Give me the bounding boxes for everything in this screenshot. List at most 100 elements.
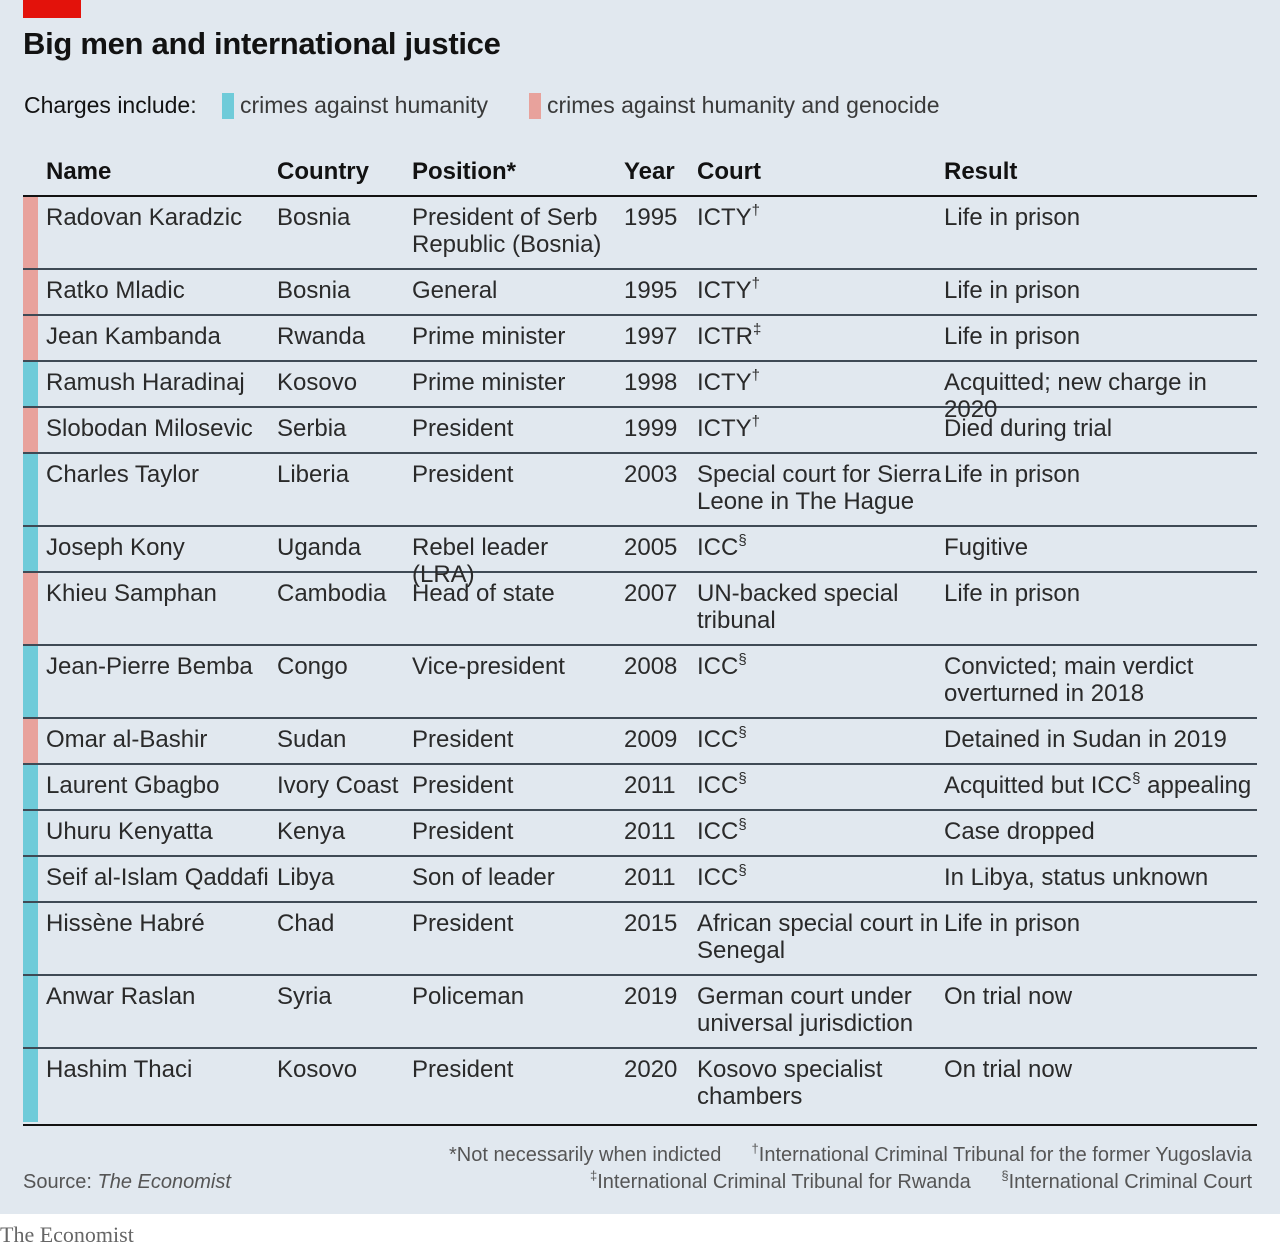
cell-court: ICTY† [697, 203, 942, 231]
cell-result: Acquitted but ICC§ appealing [944, 771, 1259, 799]
cell-name-text: Jean Kambanda [46, 323, 221, 350]
cell-result: Died during trial [944, 415, 1259, 442]
cell-court: ICTY† [697, 276, 942, 304]
column-header-country: Country [277, 158, 369, 185]
table-row: Seif al-Islam Qaddafi Libya Son of leader 2… [23, 857, 1257, 903]
cell-name: Ratko Mladic [46, 277, 276, 304]
cell-year: 2003 [624, 461, 694, 488]
court-footnote-mark: † [751, 367, 761, 384]
cell-country: Kosovo [277, 369, 407, 396]
cell-result: Life in prison [944, 580, 1259, 607]
table-row: Khieu Samphan Cambodia Head of state 2007 UN… [23, 573, 1257, 646]
cell-year: 1998 [624, 369, 694, 396]
cell-country-text: Uganda [277, 534, 362, 561]
column-header-court: Court [697, 158, 761, 185]
cell-position: President [412, 415, 617, 442]
cell-result-text: Acquitted but ICC [944, 772, 1133, 799]
cell-position: President [412, 910, 617, 937]
cell-court-text: ICTY [697, 369, 752, 396]
cell-name-text: Hissène Habré [46, 910, 205, 937]
cell-name-text: Anwar Raslan [46, 983, 196, 1010]
cell-country: Kenya [277, 818, 407, 845]
cell-year: 2011 [624, 818, 694, 845]
cell-court-text: Special court for Sierra Leone in The Ha… [697, 461, 942, 515]
cell-court: African special court in Senegal [697, 910, 942, 964]
chart-panel: Big men and international justice Charge… [0, 0, 1280, 1214]
cell-position-text: President [412, 461, 514, 488]
court-footnote-mark: † [751, 413, 761, 430]
cell-result: Case dropped [944, 818, 1259, 845]
cell-name: Jean-Pierre Bemba [46, 653, 276, 680]
cell-result: Detained in Sudan in 2019 [944, 726, 1259, 753]
cell-country: Bosnia [277, 277, 407, 304]
cell-court: German court under universal jurisdictio… [697, 983, 942, 1037]
cell-court: ICTY† [697, 413, 942, 442]
cell-year: 1999 [624, 415, 694, 442]
legend-item-humanity: crimes against humanity [240, 92, 488, 118]
footnote-position: *Not necessarily when indicted [449, 1144, 722, 1166]
cell-country-text: Ivory Coast [277, 772, 399, 799]
cell-court-text: German court under universal jurisdictio… [697, 983, 914, 1037]
cell-result-text: Acquitted; new charge in 2020 [944, 369, 1207, 423]
cell-court: ICC§ [697, 817, 942, 845]
cell-result-text: On trial now [944, 983, 1073, 1010]
cell-name: Joseph Kony [46, 534, 276, 561]
cell-name-text: Slobodan Milosevic [46, 415, 253, 442]
cell-country: Congo [277, 653, 407, 680]
cell-name-text: Joseph Kony [46, 534, 185, 561]
cell-country: Liberia [277, 461, 407, 488]
cell-result-text: Life in prison [944, 461, 1081, 488]
cell-name: Radovan Karadzic [46, 204, 276, 231]
cell-country: Ivory Coast [277, 772, 407, 799]
table-row: Jean-Pierre Bemba Congo Vice-president 2008… [23, 646, 1257, 719]
cell-position-text: President [412, 726, 514, 753]
cell-position: Vice-president [412, 653, 617, 680]
cell-court: Special court for Sierra Leone in The Ha… [697, 461, 942, 515]
table-row: Hashim Thaci Kosovo President 2020 Kosovo sp… [23, 1049, 1257, 1122]
cell-year-text: 2019 [624, 983, 678, 1010]
legend-swatch-genocide [529, 93, 541, 119]
cell-country: Bosnia [277, 204, 407, 231]
cell-year: 1995 [624, 204, 694, 231]
cell-position-text: Policeman [412, 983, 525, 1010]
cell-position: Prime minister [412, 323, 617, 350]
cell-result-tail: appealing [1140, 772, 1252, 799]
cell-court: UN-backed special tribunal [697, 580, 942, 634]
cell-position: President [412, 461, 617, 488]
cell-country: Rwanda [277, 323, 407, 350]
column-header-name: Name [46, 158, 112, 185]
cell-country-text: Cambodia [277, 580, 387, 607]
cell-result: Life in prison [944, 277, 1259, 304]
cell-court: ICC§ [697, 863, 942, 891]
cell-court-text: ICC [697, 772, 739, 799]
table-row: Ratko Mladic Bosnia General 1995 ICTY† Life i… [23, 270, 1257, 316]
cell-court-text: ICC [697, 818, 739, 845]
court-footnote-mark: ‡ [753, 321, 762, 338]
cell-year-text: 2020 [624, 1056, 678, 1083]
cell-name-text: Hashim Thaci [46, 1056, 193, 1083]
cell-position-text: Vice-president [412, 653, 565, 680]
cell-court: ICC§ [697, 652, 942, 680]
cell-year-text: 2008 [624, 653, 678, 680]
cell-country-text: Kosovo [277, 1056, 358, 1083]
cell-result: Fugitive [944, 534, 1259, 561]
cell-position-text: President [412, 910, 514, 937]
cell-country: Syria [277, 983, 407, 1010]
cell-name: Omar al-Bashir [46, 726, 276, 753]
cell-year: 2015 [624, 910, 694, 937]
cell-result-text: Fugitive [944, 534, 1029, 561]
cell-year: 2011 [624, 864, 694, 891]
cell-court-text: ICTY [697, 204, 752, 231]
cell-court-text: UN-backed special tribunal [697, 580, 899, 634]
cell-result-text: Case dropped [944, 818, 1095, 845]
cell-country: Uganda [277, 534, 407, 561]
cell-country-text: Liberia [277, 461, 350, 488]
table-row: Anwar Raslan Syria Policeman 2019 German cou… [23, 976, 1257, 1049]
footnote-section-mark: § [1001, 1168, 1009, 1183]
court-footnote-mark: § [738, 724, 747, 741]
footnote-ictr-text: International Criminal Tribunal for Rwan… [597, 1171, 971, 1193]
cell-position: Policeman [412, 983, 617, 1010]
cell-court: ICC§ [697, 533, 942, 561]
cell-position: President [412, 1056, 617, 1083]
cell-result-text: Died during trial [944, 415, 1113, 442]
